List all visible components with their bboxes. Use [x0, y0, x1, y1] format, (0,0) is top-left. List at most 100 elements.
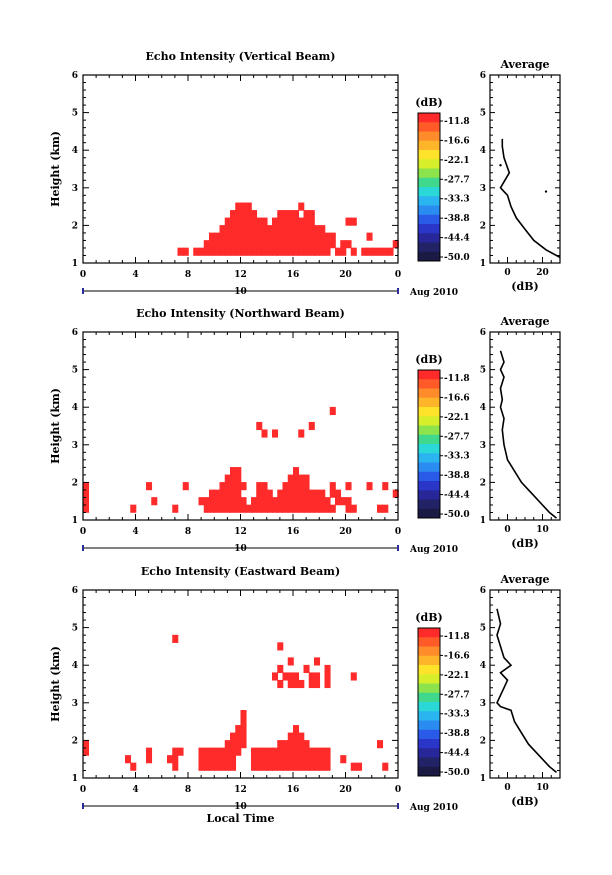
echo-cell — [382, 504, 389, 513]
y-tick-label: 4 — [72, 403, 78, 413]
echo-cell — [198, 497, 205, 506]
echo-cell — [230, 217, 237, 226]
echo-cell — [209, 755, 216, 764]
profile-y-tick-label: 3 — [480, 441, 486, 451]
date-day-label: 10 — [234, 287, 247, 297]
colorbar-label: -27.7 — [444, 432, 470, 442]
echo-cell — [319, 762, 326, 771]
echo-cell — [319, 240, 326, 249]
profile-x-tick-label: 0 — [504, 525, 510, 535]
echo-cell — [277, 217, 284, 226]
profile-y-tick-label: 1 — [480, 774, 486, 784]
echo-cell — [272, 240, 279, 249]
profile-x-label: (dB) — [511, 537, 538, 550]
echo-cell — [209, 489, 216, 498]
echo-cell — [293, 725, 300, 734]
echo-cell — [277, 762, 284, 771]
echo-cell — [219, 482, 226, 491]
echo-cell — [219, 504, 226, 513]
echo-cell — [256, 240, 263, 249]
echo-cell — [308, 421, 315, 431]
y-tick-label: 2 — [72, 736, 78, 746]
echo-cell — [224, 504, 231, 513]
profile-x-label: (dB) — [511, 280, 538, 293]
echo-cell — [277, 497, 284, 506]
echo-cell — [303, 489, 310, 498]
profile-y-tick-label: 5 — [480, 624, 486, 634]
echo-cell — [345, 482, 352, 491]
echo-cell — [287, 679, 294, 689]
colorbar-segment — [418, 674, 440, 684]
colorbar-segment — [418, 637, 440, 647]
echo-cell — [272, 504, 279, 513]
echo-cell — [224, 474, 231, 483]
echo-cell — [377, 247, 384, 256]
echo-cell — [350, 672, 357, 681]
echo-cell — [287, 474, 294, 483]
echo-cell — [345, 217, 352, 226]
echo-cell — [314, 762, 321, 771]
echo-cell — [272, 755, 279, 764]
echo-cell — [272, 762, 279, 771]
y-axis-label: Height (km) — [49, 646, 62, 722]
y-tick-label: 2 — [72, 478, 78, 488]
echo-cell — [219, 240, 226, 249]
echo-cell — [240, 497, 247, 506]
echo-cell — [303, 225, 310, 234]
echo-cell — [256, 762, 263, 771]
echo-cell — [277, 642, 284, 651]
echo-cell — [293, 482, 300, 491]
echo-cell — [314, 247, 321, 256]
echo-cell — [303, 474, 310, 483]
echo-cell — [224, 747, 231, 756]
echo-cell — [287, 240, 294, 249]
echo-cell — [240, 247, 247, 256]
colorbar-segment — [418, 646, 440, 657]
profile-title: Average — [499, 573, 549, 586]
profile-x-tick-label: 20 — [536, 268, 549, 278]
echo-cell — [251, 225, 258, 234]
echo-cell — [203, 497, 210, 506]
echo-cell — [329, 232, 336, 241]
date-day-label: 10 — [234, 802, 247, 812]
echo-cell — [209, 762, 216, 771]
echo-cell — [377, 504, 384, 513]
profile-x-tick-label: 0 — [504, 783, 510, 793]
echo-cell — [293, 240, 300, 249]
echo-cell — [303, 210, 310, 219]
echo-cell — [224, 225, 231, 234]
echo-cell — [261, 482, 268, 491]
colorbar-segment — [418, 251, 440, 262]
colorbar-segment — [418, 187, 440, 197]
echo-cells — [177, 202, 399, 256]
echo-cell — [182, 247, 189, 256]
echo-cell — [219, 232, 226, 241]
x-tick-label: 12 — [234, 527, 247, 537]
colorbar-segment — [418, 655, 440, 666]
echo-cell — [235, 740, 242, 749]
colorbar-segment — [418, 665, 440, 675]
echo-cell — [172, 755, 179, 764]
colorbar-segment — [418, 177, 440, 188]
echo-cell — [293, 762, 300, 771]
echo-cell — [308, 747, 315, 756]
echo-cell — [324, 504, 331, 513]
colorbar-label: -27.7 — [444, 690, 470, 700]
x-tick-label: 20 — [339, 270, 352, 280]
echo-cell — [251, 747, 258, 756]
echo-cell — [224, 217, 231, 226]
echo-cell — [277, 740, 284, 749]
echo-cell — [298, 232, 305, 241]
echo-cell — [293, 210, 300, 219]
colorbar-segment — [418, 508, 440, 519]
echo-cell — [235, 202, 242, 211]
colorbar-label: -44.4 — [444, 234, 470, 244]
x-tick-label: 20 — [339, 785, 352, 795]
echo-cell — [261, 755, 268, 764]
colorbar-segment — [418, 379, 440, 389]
echo-cell — [293, 232, 300, 241]
echo-cell — [198, 747, 205, 756]
echo-cell — [230, 762, 237, 771]
colorbar-segment — [418, 720, 440, 731]
echo-cell — [230, 747, 237, 756]
